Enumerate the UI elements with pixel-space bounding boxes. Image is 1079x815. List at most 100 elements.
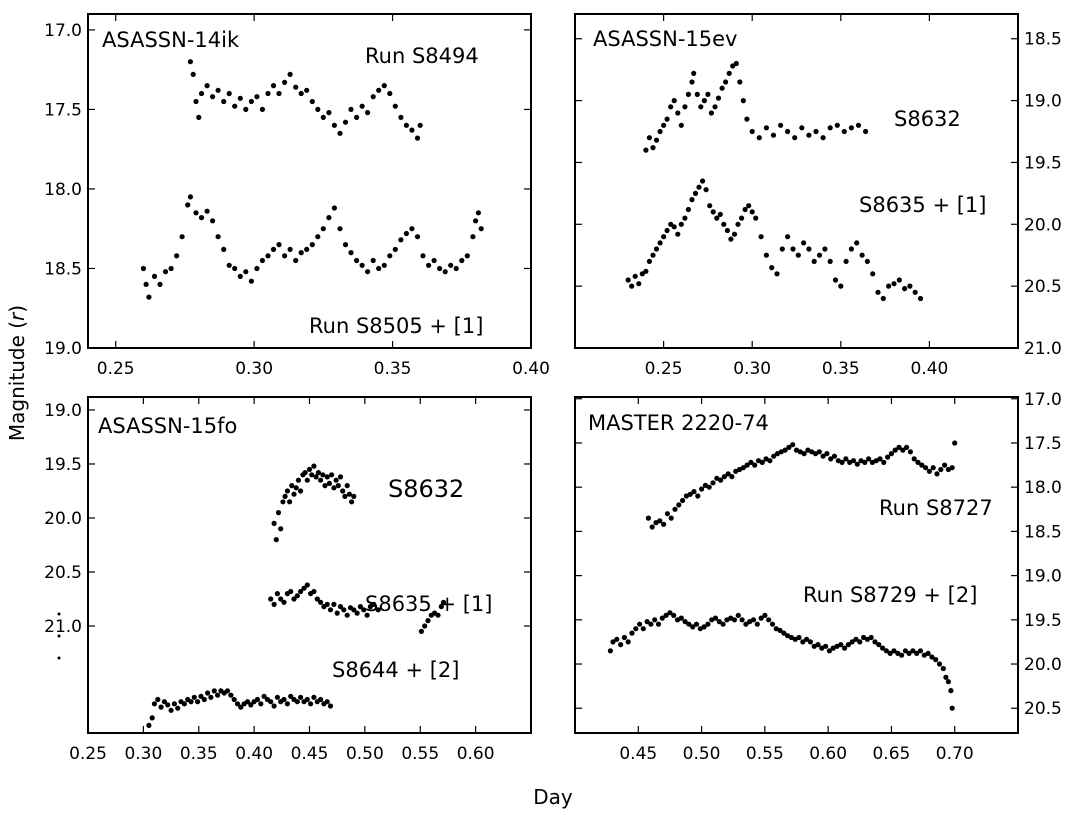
data-point	[226, 90, 232, 97]
run-annotation: S8635 + [1]	[859, 193, 986, 217]
data-point	[770, 132, 777, 138]
x-tick-label: 0.25	[645, 359, 683, 379]
data-point	[204, 208, 210, 214]
data-point	[621, 634, 628, 641]
data-point	[265, 90, 271, 97]
data-point	[326, 480, 332, 486]
data-point	[298, 488, 304, 494]
data-point	[848, 125, 855, 131]
data-point	[261, 693, 267, 699]
data-point	[872, 639, 878, 645]
data-point	[880, 645, 886, 651]
data-point	[643, 147, 649, 153]
data-point	[652, 617, 658, 623]
data-point	[667, 610, 673, 616]
run-annotation: S8632	[388, 475, 464, 503]
data-point	[925, 650, 931, 657]
data-point	[318, 696, 324, 703]
x-tick-label: 0.30	[124, 744, 162, 764]
data-point	[392, 103, 398, 109]
data-point	[657, 518, 663, 524]
data-point	[335, 483, 341, 489]
data-point	[700, 178, 706, 184]
data-point	[907, 283, 913, 289]
data-point	[435, 612, 441, 618]
y-tick-label: 19.0	[1024, 92, 1062, 112]
data-point	[365, 269, 371, 275]
data-point	[359, 262, 365, 268]
data-point	[354, 610, 360, 616]
data-point	[682, 215, 688, 221]
data-point	[744, 462, 750, 468]
data-point	[284, 701, 290, 707]
data-point	[896, 444, 902, 450]
data-point	[881, 459, 887, 465]
data-point	[887, 650, 893, 657]
data-point	[721, 474, 728, 480]
data-point	[655, 621, 662, 627]
data-point	[795, 252, 801, 258]
series-1	[187, 59, 423, 141]
data-point	[195, 699, 201, 705]
data-point	[376, 87, 382, 93]
data-point	[146, 722, 152, 729]
data-point	[175, 705, 181, 711]
data-point	[737, 79, 743, 85]
data-point	[754, 621, 760, 627]
data-point	[341, 607, 347, 613]
axis-break-dot	[57, 612, 61, 616]
data-point	[735, 612, 741, 619]
data-point	[470, 234, 476, 240]
data-point	[308, 701, 314, 707]
data-point	[790, 442, 796, 448]
data-point	[694, 91, 700, 97]
data-point	[744, 116, 750, 122]
data-point	[438, 604, 444, 610]
data-point	[304, 246, 310, 252]
data-point	[863, 128, 869, 135]
x-tick-label: 0.30	[235, 359, 273, 379]
y-tick-label: 20.5	[1024, 277, 1062, 297]
data-point	[146, 294, 152, 300]
data-point	[351, 607, 357, 613]
data-point	[340, 488, 346, 494]
data-point	[762, 612, 768, 619]
data-point	[337, 226, 343, 232]
data-point	[301, 585, 307, 591]
data-point	[853, 636, 859, 642]
data-point	[174, 253, 180, 259]
data-point	[228, 692, 234, 698]
data-point	[753, 215, 759, 221]
data-point	[314, 596, 320, 602]
data-point	[337, 604, 344, 610]
y-tick-label: 18.5	[1024, 30, 1062, 50]
data-point	[259, 106, 265, 112]
data-point	[259, 257, 265, 264]
data-point	[649, 524, 655, 530]
data-point	[237, 273, 243, 279]
data-point	[943, 674, 949, 680]
x-tick-label: 0.25	[69, 744, 107, 764]
data-point	[952, 440, 958, 446]
data-point	[804, 636, 810, 642]
data-point	[701, 98, 708, 104]
data-point	[326, 110, 332, 116]
data-point	[696, 184, 702, 190]
data-point	[198, 215, 205, 221]
data-point	[868, 634, 874, 641]
data-point	[215, 87, 221, 93]
data-point	[185, 202, 191, 208]
data-point	[910, 648, 916, 654]
data-point	[274, 591, 280, 597]
data-point	[348, 250, 354, 256]
data-point	[899, 652, 905, 658]
data-point	[718, 477, 724, 483]
y-tick-label: 17.0	[1024, 390, 1062, 410]
data-point	[743, 621, 749, 627]
series-2	[268, 582, 447, 635]
series-1	[643, 60, 869, 153]
data-point	[785, 234, 791, 240]
data-point	[311, 588, 317, 595]
data-point	[354, 114, 360, 120]
data-point	[715, 95, 722, 101]
